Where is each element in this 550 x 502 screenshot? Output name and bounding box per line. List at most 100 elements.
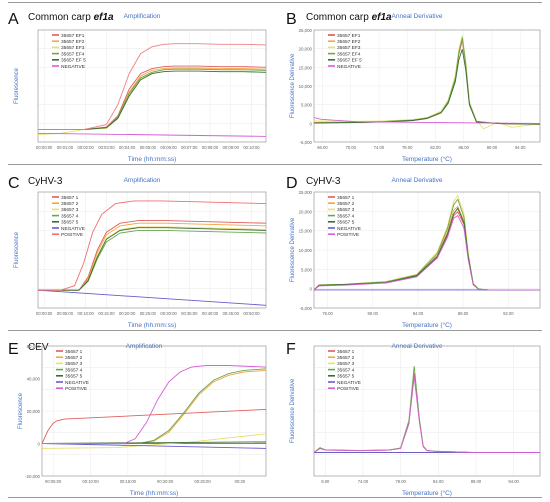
panel-f-x-tick-label: 74.00 [358,479,369,484]
panel-b-legend-label: NEGATIVE [337,64,361,70]
panel-e: E CEV Amplification 00:05:00 00:10:00 00:15:0… [8,341,267,497]
panel-b-series-group [314,35,540,130]
panel-b-y-tick-label: 15,000 [299,65,313,70]
panel-e-x-tick-label: 00:20:00 [157,479,174,484]
panel-a-series-negative-line [38,132,266,137]
panel-d-x-tick-label: 76.00 [322,311,333,316]
panel-c-x-tick-label: 00:50:00 [243,311,260,316]
panel-b-y-axis-title: Fluorescence Derivative [290,53,296,118]
panel-e-legend-label: NEGATIVE [65,380,89,386]
panel-d-title: CyHV-3 [306,176,341,187]
panel-a-series-unlabeled-line [38,43,266,131]
panel-a-x-tick-label: 00:03:00 [98,145,115,150]
panel-e-y-tick-label: 40,000 [27,377,41,382]
panel-c-x-tick-label: 00:10:00 [78,311,95,316]
panel-d-legend-label: 35657 5 [337,220,355,226]
panel-a-series-35657-ef3-line [38,68,266,135]
panel-f-x-tick-label: 89.00 [471,479,482,484]
panel-e-x-tick-label: 00:25:00 [194,479,211,484]
panel-c-legend-label: 35657 3 [61,207,79,213]
panel-a-x-tick-label: 00:07:00 [181,145,198,150]
panel-a-x-tick-label: 00:09:00 [223,145,240,150]
panel-f-legend-label: 35657 4 [337,367,355,373]
panel-d-x-tick-label: 88.00 [458,311,469,316]
panel-f-y-axis-title: Fluorescence Derivative [290,378,296,443]
panel-e-series-35657-4-line [42,368,266,444]
panel-a-title-prefix: Common carp [28,12,94,23]
panel-b-title-italic: ef1a [372,12,392,23]
panel-letter-b: B [286,11,297,28]
panel-c-y-axis-title: Fluorescence [14,231,20,268]
panel-b-title-prefix: Common carp [306,12,372,23]
panel-d-y-tick-label: -5,000 [300,306,313,311]
panel-e-subtitle: Amplification [126,343,163,350]
panel-b-y-tick-label: 10,000 [299,84,313,89]
panel-letter-a: A [8,11,19,28]
panel-f-legend-label: NEGATIVE [337,380,361,386]
panel-b-x-tick-label: 66.00 [317,145,328,150]
panel-f-legend-label: 35657 3 [337,361,355,367]
panel-e-series-unlabeled-line [42,408,266,444]
panel-d-y-axis-title: Fluorescence Derivative [290,217,296,282]
panel-a-x-tick-label: 00:06:00 [160,145,177,150]
panel-c-x-tick-label: 00:05:00 [57,311,74,316]
panel-a-x-tick-label: 00:08:00 [202,145,219,150]
panel-a-title: Common carp ef1a [28,12,114,23]
panel-letter-f: F [286,341,296,358]
panel-a-series-35657-ef1-line [38,65,266,131]
panel-b-legend-label: 35657 EF2 [337,39,361,45]
panel-e-series-35657-3-line [42,433,266,449]
panel-a-x-tick-label: 00:10:00 [243,145,260,150]
panel-c-series-positive-line [38,200,266,291]
panel-a-legend-label: 35657 EF2 [61,39,85,45]
panel-b-y-tick-label: 25,000 [299,28,313,33]
panel-c-plot-frame [37,191,267,309]
panel-c-series-35657-5-line [38,227,266,291]
panel-e-legend-label: 35657 4 [65,367,83,373]
panel-f-x-axis-title: Temperature (°C) [402,489,452,497]
panel-d-y-tick-label: 15,000 [299,229,313,234]
panel-letter-c: C [8,175,20,192]
panel-a-legend-label: 35657 EF 5 [61,58,86,64]
panel-b-x-tick-label: 86.00 [458,145,469,150]
panel-b-plot-frame [313,29,541,143]
panel-c-title: CyHV-3 [28,176,63,187]
panel-b-y-tick-label: -5,000 [300,140,313,145]
panel-b-x-tick-label: 94.00 [515,145,526,150]
panel-a-x-tick-label: 00:02:00 [78,145,95,150]
panel-b-legend-label: 35657 EF 5 [337,58,362,64]
panel-e-legend-label: 35657 3 [65,361,83,367]
panel-f-legend-label: POSITIVE [337,386,359,392]
panel-d-y-tick-label: 10,000 [299,248,313,253]
panel-b-title: Common carp ef1a [306,12,392,23]
panel-b-legend-label: 35657 EF3 [337,45,361,51]
panel-d-series-group [314,194,540,291]
panel-f-series-positive-line [314,376,540,453]
panel-b-y-tick-label: 0 [310,121,313,126]
panel-c-legend-label: NEGATIVE [61,226,85,232]
panel-c-legend-label: POSITIVE [61,232,83,238]
panel-a-subtitle: Amplification [124,13,161,20]
panel-e-title: CEV [28,342,49,353]
panel-a-series-35657-ef2-line [38,67,266,131]
panel-f-plot-frame [313,345,541,477]
panel-e-series-positive-line [42,365,266,444]
panel-f-x-tick-label: 94.00 [508,479,519,484]
panel-d-x-axis-title: Temperature (°C) [402,321,452,329]
panel-c-series-35657-4-line [38,229,266,291]
panel-d-legend-label: 35657 2 [337,201,355,207]
panel-a-x-axis-title: Time (hh:mm:ss) [128,156,177,163]
panel-e-legend-label: 35657 1 [65,349,83,355]
panel-d-legend-label: 35657 4 [337,213,355,219]
panel-c-x-tick-label: 00:35:00 [181,311,198,316]
panel-c-x-tick-label: 00:20:00 [119,311,136,316]
panel-b-x-tick-label: 82.00 [430,145,441,150]
panel-d-legend-label: POSITIVE [337,232,359,238]
panel-a-legend-label: 35657 EF1 [61,33,85,39]
panel-a-x-tick-label: 00:04:00 [119,145,136,150]
